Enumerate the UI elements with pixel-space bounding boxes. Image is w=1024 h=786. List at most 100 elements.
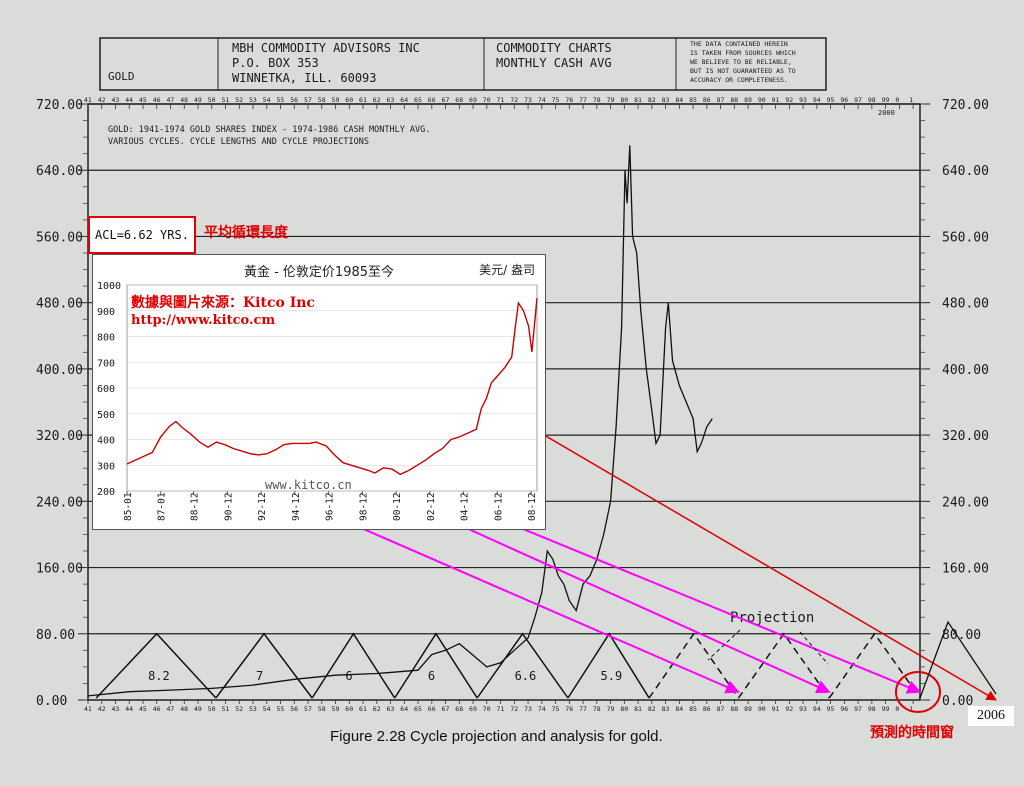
cycle-triangle xyxy=(567,632,650,699)
x-bottom-label: 0 xyxy=(895,705,899,713)
x-bottom-label: 85 xyxy=(689,705,697,713)
x-top-label: 50 xyxy=(208,96,216,104)
x-bottom-label: 82 xyxy=(648,705,656,713)
y-tick-label-left: 0.00 xyxy=(36,694,67,709)
y-tick-label-right: 320.00 xyxy=(942,429,989,444)
inset-y-tick-label: 900 xyxy=(97,307,115,318)
x-bottom-label: 1 xyxy=(909,705,913,713)
x-top-label: 52 xyxy=(235,96,243,104)
x-top-label: 70 xyxy=(483,96,491,104)
x-top-label: 57 xyxy=(304,96,312,104)
header-company-line: MBH COMMODITY ADVISORS INC xyxy=(232,41,420,55)
x-bottom-label: 87 xyxy=(717,705,725,713)
x-bottom-label: 71 xyxy=(497,705,505,713)
x-bottom-label: 94 xyxy=(813,705,821,713)
inset-source-line1: 數據與圖片來源：Kitco Inc xyxy=(131,295,315,311)
x-bottom-label: 92 xyxy=(785,705,793,713)
x-top-label: 77 xyxy=(579,96,587,104)
x-bottom-label: 53 xyxy=(249,705,257,713)
x-bottom-label: 63 xyxy=(387,705,395,713)
header-company-line: P.O. BOX 353 xyxy=(232,56,319,70)
y-tick-label-right: 80.00 xyxy=(942,628,981,643)
x-bottom-label: 81 xyxy=(634,705,642,713)
header-chart-line: MONTHLY CASH AVG xyxy=(496,56,612,70)
projected-cycle xyxy=(737,632,830,699)
x-bottom-label: 46 xyxy=(153,705,161,713)
header-disclaimer-line: ACCURACY OR COMPLETENESS. xyxy=(690,76,788,84)
inset-unit: 美元/ 盎司 xyxy=(479,263,535,277)
inset-chart-panel: 黃金 - 伦敦定价1985至今 美元/ 盎司 數據與圖片來源：Kitco Inc… xyxy=(92,254,546,530)
inset-x-tick-label: 85-01 xyxy=(123,492,134,521)
y-tick-label-left: 640.00 xyxy=(36,164,83,179)
x-bottom-label: 60 xyxy=(345,705,353,713)
y-tick-label-left: 240.00 xyxy=(36,495,83,510)
x-top-label: 79 xyxy=(607,96,615,104)
inset-source-line2: http://www.kitco.cm xyxy=(131,313,276,328)
x-top-label: 83 xyxy=(662,96,670,104)
x-bottom-label: 78 xyxy=(593,705,601,713)
inset-x-tick-label: 94-12 xyxy=(291,492,302,521)
x-top-label: 80 xyxy=(620,96,628,104)
x-bottom-label: 97 xyxy=(854,705,862,713)
figure-caption: Figure 2.28 Cycle projection and analysi… xyxy=(330,728,663,745)
x-bottom-label: 99 xyxy=(882,705,890,713)
cycle-triangle xyxy=(311,632,396,699)
main-axes: 41 42 43 44 45 46 47 48 49 50 51 52 53 54 55 56 57 58 59 60… xyxy=(84,96,914,713)
inset-y-tick-label: 700 xyxy=(97,358,115,369)
x-bottom-label: 57 xyxy=(304,705,312,713)
inset-gold-line xyxy=(126,297,538,476)
x-top-label: 78 xyxy=(593,96,601,104)
acl-box: ACL=6.62 YRS. xyxy=(88,216,196,254)
cycle-length-label: 6.6 xyxy=(515,669,537,683)
x-bottom-label: 80 xyxy=(620,705,628,713)
x-bottom-label: 68 xyxy=(455,705,463,713)
x-top-label: 0 xyxy=(895,96,899,104)
x-bottom-label: 54 xyxy=(263,705,271,713)
y-tick-label-left: 160.00 xyxy=(36,562,83,577)
x-top-label: 91 xyxy=(772,96,780,104)
y-tick-label-left: 80.00 xyxy=(36,628,75,643)
cycle-length-label: 6 xyxy=(428,669,435,683)
projection-pointer xyxy=(707,629,741,661)
x-bottom-label: 90 xyxy=(758,705,766,713)
x-bottom-label: 98 xyxy=(868,705,876,713)
x-bottom-label: 89 xyxy=(744,705,752,713)
projected-cycle xyxy=(828,632,921,699)
x-top-label: 90 xyxy=(758,96,766,104)
x-bottom-label: 41 xyxy=(84,705,92,713)
y-tick-label-right: 400.00 xyxy=(942,363,989,378)
cycle-triangles: 8.2 7 6 6 6.6 5.9 Projection xyxy=(95,610,921,699)
header-disclaimer-line: THE DATA CONTAINED HEREIN xyxy=(690,40,788,48)
x-bottom-label: 73 xyxy=(524,705,532,713)
inset-y-tick-label: 400 xyxy=(97,436,115,447)
x-top-label: 56 xyxy=(290,96,298,104)
x-top-label: 97 xyxy=(854,96,862,104)
x-top-label: 51 xyxy=(222,96,230,104)
inset-x-tick-label: 98-12 xyxy=(358,492,369,521)
header-frame xyxy=(99,37,827,91)
y-tick-label-left: 560.00 xyxy=(36,230,83,245)
y-tick-label-left: 320.00 xyxy=(36,429,83,444)
y-tick-label-right: 720.00 xyxy=(942,98,989,113)
x-top-label: 43 xyxy=(112,96,120,104)
x-bottom-label: 51 xyxy=(222,705,230,713)
x-top-label: 41 xyxy=(84,96,92,104)
x-bottom-label: 64 xyxy=(400,705,408,713)
x-top-label: 44 xyxy=(125,96,133,104)
x-top-label: 55 xyxy=(277,96,285,104)
x-top-label: 95 xyxy=(827,96,835,104)
future-cycle-line xyxy=(919,620,997,699)
header-disclaimer-line: WE BELIEVE TO BE RELIABLE, xyxy=(690,58,792,66)
x-top-label: 68 xyxy=(455,96,463,104)
inset-y-tick-label: 200 xyxy=(97,487,115,498)
y-tick-label-right: 560.00 xyxy=(942,230,989,245)
x-bottom-label: 77 xyxy=(579,705,587,713)
x-bottom-label: 83 xyxy=(662,705,670,713)
x-top-label: 1 xyxy=(909,96,913,104)
x-top-label: 96 xyxy=(840,96,848,104)
x-top-label: 92 xyxy=(785,96,793,104)
cycle-triangle xyxy=(394,632,478,699)
inset-x-tick-label: 06-12 xyxy=(493,492,504,521)
